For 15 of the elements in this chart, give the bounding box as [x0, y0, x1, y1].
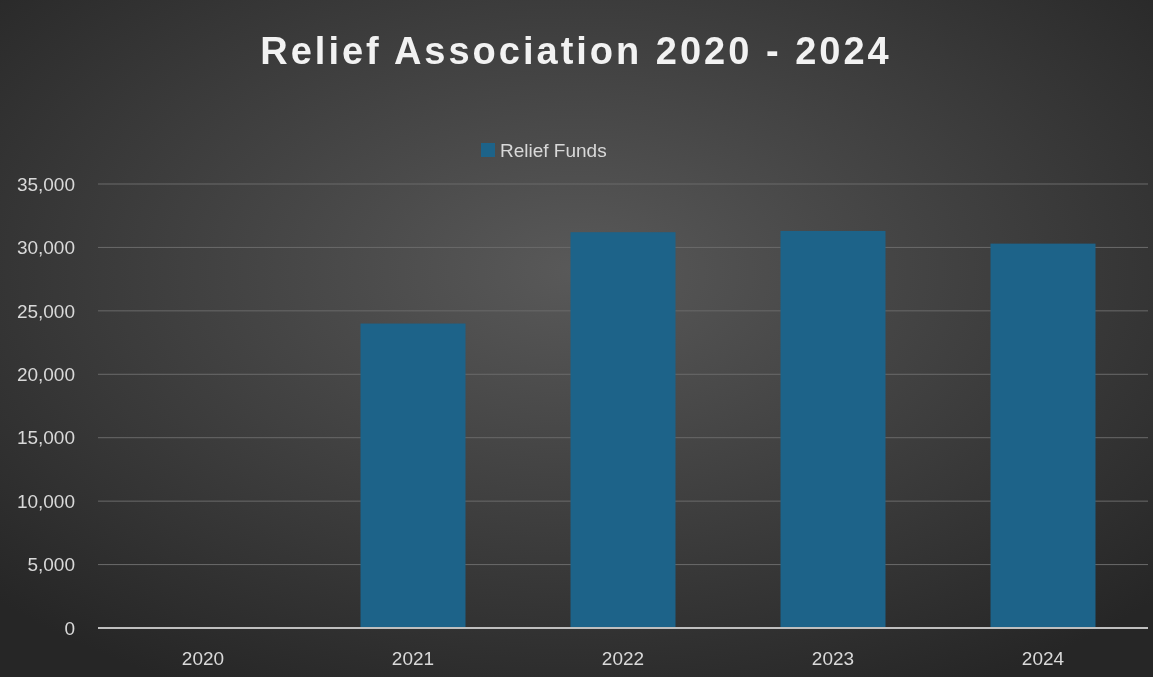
y-tick-label: 15,000 — [16, 427, 75, 449]
x-tick-label: 2020 — [181, 648, 225, 669]
y-tick-label: 35,000 — [16, 173, 75, 195]
y-tick-label: 5,000 — [27, 554, 75, 576]
y-tick-label: 10,000 — [16, 490, 75, 512]
y-tick-label: 0 — [64, 617, 75, 639]
y-tick-label: 20,000 — [16, 363, 75, 385]
chart-title: Relief Association 2020 - 2024 — [260, 30, 892, 72]
y-tick-label: 25,000 — [16, 300, 75, 322]
y-tick-label: 30,000 — [16, 237, 75, 259]
x-tick-label: 2021 — [391, 648, 435, 669]
x-tick-label: 2024 — [1021, 648, 1065, 669]
x-tick-label: 2022 — [601, 648, 645, 669]
legend-label: Relief Funds — [500, 139, 607, 161]
x-tick-label: 2023 — [811, 648, 855, 669]
